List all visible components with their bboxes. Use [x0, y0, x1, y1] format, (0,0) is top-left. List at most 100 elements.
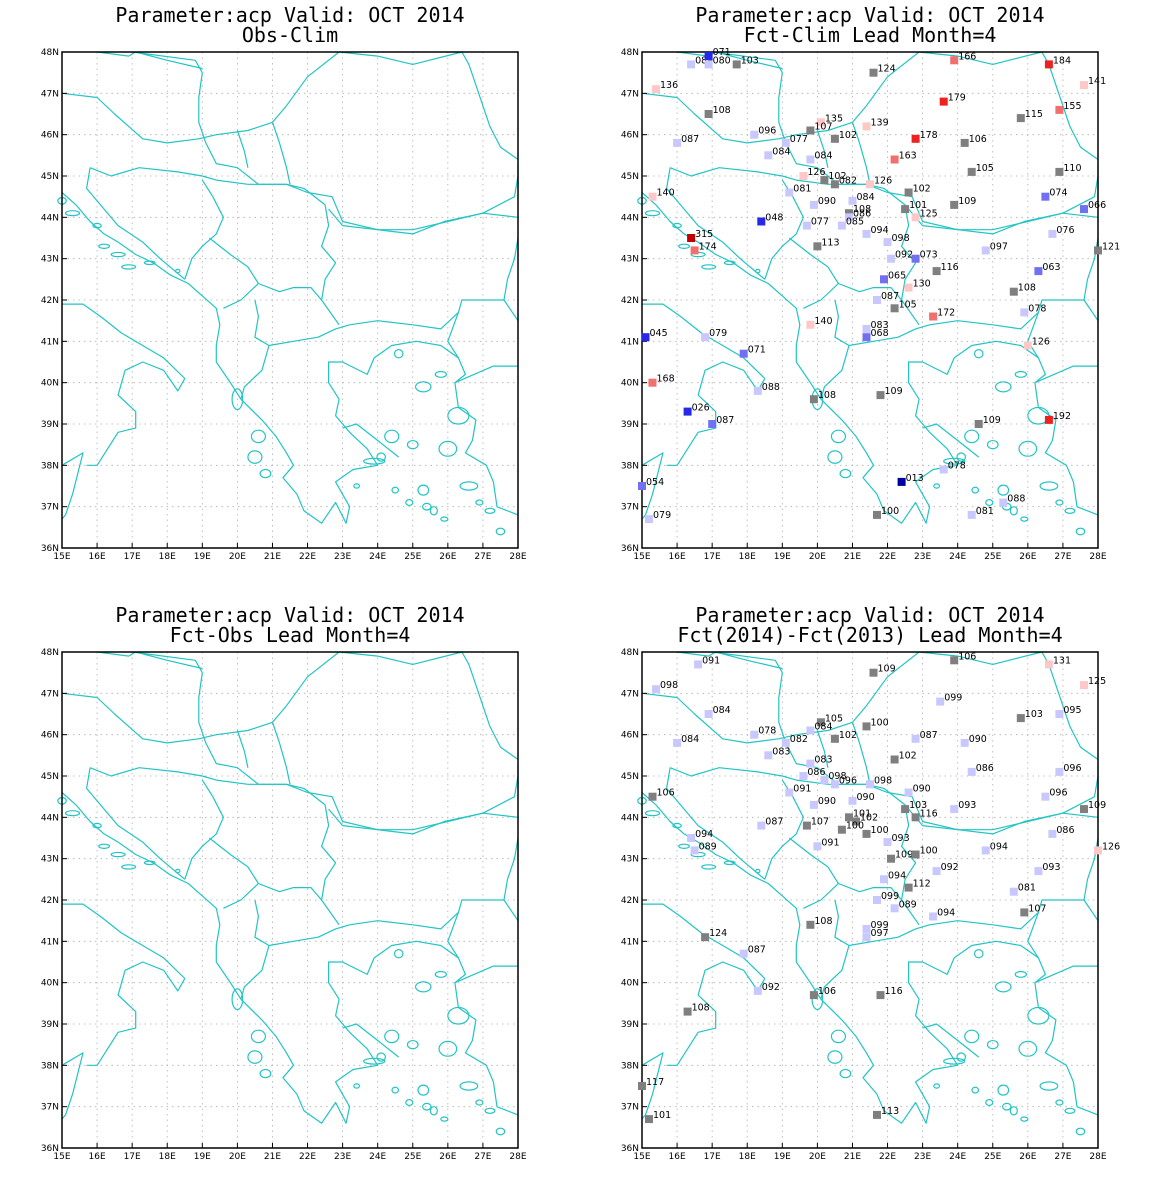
station-marker: [901, 805, 910, 814]
island: [986, 1039, 999, 1050]
station-marker: [939, 465, 948, 474]
station-value-label: 091: [702, 655, 720, 666]
lon-tick-label: 19E: [774, 1152, 791, 1162]
station-marker: [911, 734, 920, 743]
station-value-label: 184: [1053, 55, 1071, 66]
lon-tick-label: 23E: [334, 552, 351, 562]
river-line: [712, 51, 1099, 231]
lat-tick-label: 41N: [621, 337, 639, 347]
border-line: [838, 282, 903, 301]
station-marker: [802, 821, 811, 830]
station-marker: [1048, 229, 1057, 238]
island: [440, 1116, 449, 1122]
lon-tick-label: 19E: [194, 552, 211, 562]
coastline: [641, 792, 822, 1000]
island: [997, 1084, 1010, 1096]
border-line: [848, 311, 1039, 347]
station-marker: [1055, 105, 1064, 114]
border-line: [216, 179, 337, 301]
island: [391, 1086, 400, 1094]
station-value-label: 108: [818, 390, 836, 401]
station-value-label: 136: [660, 80, 678, 91]
lon-tick-label: 19E: [194, 1152, 211, 1162]
station-value-label: 100: [846, 821, 864, 832]
station-marker: [869, 68, 878, 77]
station-marker: [830, 180, 839, 189]
lat-tick-label: 37N: [41, 503, 59, 513]
station-value-label: 081: [793, 184, 811, 195]
station-value-label: 102: [899, 751, 917, 762]
island: [956, 1052, 966, 1062]
station-value-label: 178: [920, 130, 938, 141]
station-value-label: 102: [913, 184, 931, 195]
station-marker: [866, 780, 874, 789]
island: [839, 1068, 852, 1079]
lat-tick-label: 46N: [41, 731, 59, 741]
station-marker: [750, 130, 759, 139]
lon-tick-label: 24E: [369, 552, 386, 562]
island: [421, 1102, 432, 1111]
station-value-label: 074: [1049, 188, 1067, 199]
border-line: [764, 179, 804, 280]
island: [644, 810, 661, 817]
lon-tick-label: 20E: [229, 1152, 246, 1162]
border-line: [788, 237, 839, 309]
island: [475, 499, 484, 506]
station-marker: [950, 805, 959, 814]
lat-tick-label: 45N: [41, 172, 59, 182]
station-marker: [1041, 192, 1050, 201]
coastline: [454, 982, 519, 1116]
island: [98, 243, 110, 249]
panel-title-line1: Parameter:acp Valid: OCT 2014: [695, 3, 1045, 27]
lon-tick-label: 22E: [299, 1152, 316, 1162]
lat-tick-label: 43N: [41, 855, 59, 865]
station-value-label: 079: [653, 510, 671, 521]
island: [384, 1029, 400, 1044]
border-line: [321, 299, 340, 326]
border-line: [61, 651, 340, 744]
island: [447, 406, 470, 425]
station-value-label: 083: [871, 320, 889, 331]
station-value-label: 106: [969, 134, 987, 145]
map-fct-clim: 15E 16E 17E 18E 19E 20E 21E 22E 23E 24E 25E 26E 27E 2…: [621, 47, 1120, 562]
coastline: [922, 423, 980, 458]
island: [678, 843, 690, 849]
station-marker: [873, 510, 881, 519]
lon-tick-label: 24E: [949, 1152, 966, 1162]
map-obs-clim: 15E 16E 17E 18E 19E 20E 21E 22E 23E 24E 25E 26E 27E 2…: [41, 48, 527, 562]
station-value-label: 084: [713, 705, 731, 716]
station-value-label: 091: [793, 784, 811, 795]
station-marker: [845, 213, 853, 222]
station-value-label: 087: [920, 730, 938, 741]
station-marker: [873, 296, 881, 304]
island: [417, 484, 430, 496]
border-line: [240, 899, 270, 1000]
station-marker: [876, 391, 885, 400]
station-marker: [1020, 908, 1029, 917]
lat-tick-label: 47N: [41, 689, 59, 699]
river-line: [132, 651, 519, 831]
coastline: [1034, 982, 1099, 1116]
lon-tick-label: 15E: [53, 552, 70, 562]
station-marker: [967, 510, 976, 519]
island: [495, 1127, 506, 1136]
border-line: [321, 899, 340, 926]
lon-tick-label: 17E: [704, 1152, 721, 1162]
station-value-label: 155: [1063, 101, 1081, 112]
island: [1039, 481, 1059, 491]
border-line: [89, 767, 217, 781]
panel-fct-clim: Parameter:acp Valid: OCT 2014 Fct-Clim L…: [580, 0, 1160, 600]
island: [1001, 1102, 1012, 1111]
island: [353, 1083, 361, 1089]
station-value-label: 077: [790, 134, 808, 145]
station-value-label: 100: [871, 717, 889, 728]
station-marker: [806, 126, 815, 135]
coastline: [240, 940, 518, 1124]
station-value-label: 096: [758, 126, 776, 137]
lon-tick-label: 26E: [439, 1152, 456, 1162]
lat-tick-label: 48N: [41, 648, 59, 658]
river-line: [236, 730, 249, 768]
station-marker: [704, 710, 713, 718]
island: [701, 264, 717, 270]
station-value-label: 109: [895, 850, 913, 861]
